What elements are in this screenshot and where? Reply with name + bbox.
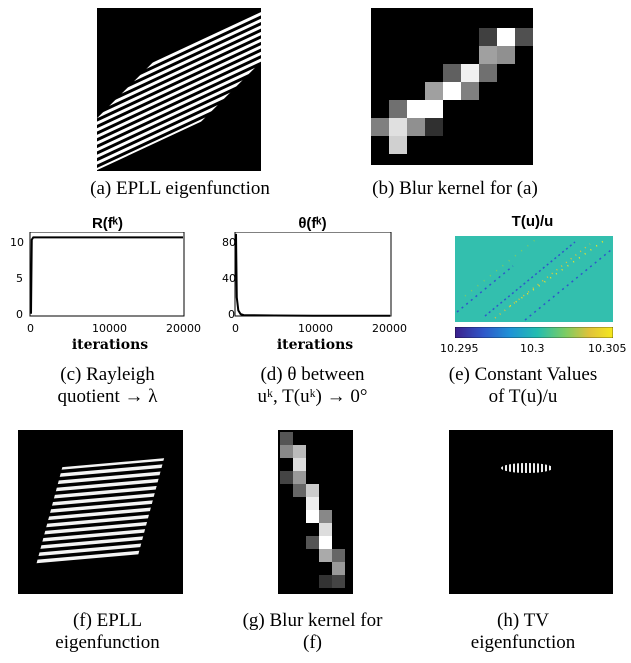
plot-c bbox=[0, 232, 210, 362]
plot-c-svg bbox=[29, 232, 185, 317]
epll-eigenfunction-image-f bbox=[18, 430, 183, 594]
cbtick-e-mid: 10.3 bbox=[520, 342, 545, 355]
xlabel-d: iterations bbox=[276, 337, 354, 353]
caption-h: (h) TV eigenfunction bbox=[470, 610, 576, 653]
blur-kernel-image-g bbox=[278, 430, 353, 594]
cbtick-e-low: 10.295 bbox=[440, 342, 479, 355]
ytick-c-5: 5 bbox=[16, 272, 23, 285]
epll-eigenfunction-image-a bbox=[97, 8, 261, 171]
xtick-d-20000: 20000 bbox=[372, 322, 407, 335]
ytick-c-10: 10 bbox=[10, 236, 24, 249]
ytick-c-0: 0 bbox=[16, 308, 23, 321]
ytick-d-80: 80 bbox=[222, 236, 236, 249]
colorbar-e bbox=[455, 327, 613, 338]
plot-e-title: T(u)/u bbox=[511, 213, 554, 230]
caption-g: (g) Blur kernel for (f) bbox=[242, 610, 383, 653]
caption-a: (a) EPLL eigenfunction bbox=[90, 178, 270, 199]
series-line-d bbox=[235, 233, 391, 317]
plot-d bbox=[205, 232, 415, 362]
xtick-d-10000: 10000 bbox=[298, 322, 333, 335]
plot-d-title: θ(fᵏ) bbox=[298, 215, 327, 232]
xtick-d-0: 0 bbox=[232, 322, 239, 335]
blur-kernel-image-b bbox=[371, 8, 533, 165]
caption-c: (c) Rayleigh quotient → λ bbox=[57, 364, 158, 407]
caption-d: (d) θ between uᵏ, T(uᵏ) → 0° bbox=[257, 364, 368, 407]
tv-eigenfunction-image-h bbox=[449, 430, 613, 594]
xtick-c-0: 0 bbox=[27, 322, 34, 335]
xtick-c-20000: 20000 bbox=[166, 322, 201, 335]
ytick-d-40: 40 bbox=[222, 272, 236, 285]
plot-c-title: R(fᵏ) bbox=[91, 215, 124, 232]
series-line-c bbox=[30, 236, 183, 314]
heatmap-e bbox=[455, 236, 613, 322]
xtick-c-10000: 10000 bbox=[92, 322, 127, 335]
caption-e: (e) Constant Values of T(u)/u bbox=[448, 364, 598, 407]
cbtick-e-high: 10.305 bbox=[588, 342, 627, 355]
ytick-d-0: 0 bbox=[228, 308, 235, 321]
caption-b: (b) Blur kernel for (a) bbox=[372, 178, 538, 199]
xlabel-c: iterations bbox=[71, 337, 149, 353]
caption-f: (f) EPLL eigenfunction bbox=[55, 610, 160, 653]
plot-d-svg bbox=[234, 232, 392, 317]
